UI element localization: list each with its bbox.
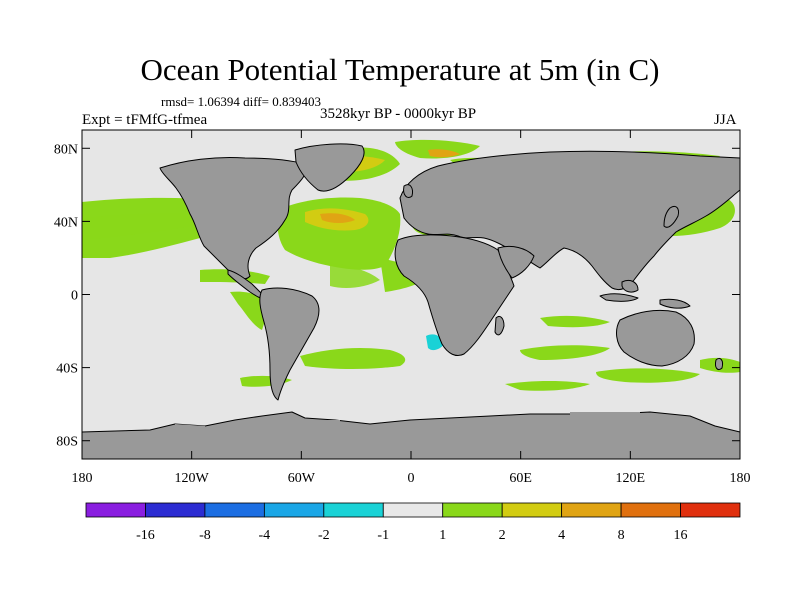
colorbar-label: -1: [377, 528, 389, 543]
lon-tick-label: 60W: [288, 471, 316, 486]
colorbar-swatch: [263, 502, 325, 518]
colorbar-label: 2: [499, 528, 506, 543]
north-america: [159, 157, 307, 280]
colorbar-swatch: [204, 502, 265, 518]
map-title: Ocean Potential Temperature at 5m (in C): [140, 52, 660, 87]
africa: [394, 234, 515, 357]
land-masses: [81, 143, 741, 460]
colorbar: -16 -8 -4 -2 -1 1 2 4 8 16: [85, 502, 741, 543]
lat-tick-label: 40S: [56, 362, 78, 377]
ice-shelves: [175, 412, 640, 432]
colorbar-label: -16: [136, 528, 155, 543]
lat-tick-label: 80N: [54, 142, 78, 157]
lat-tick-label: 40N: [54, 215, 78, 230]
stats-text: rmsd= 1.06394 diff= 0.839403: [161, 94, 321, 109]
map-panel: 80N 40N 0 40S 80S 180 120W 60W 0 60E 120E 180: [54, 129, 751, 486]
arabia: [497, 245, 535, 279]
colorbar-label: 8: [618, 528, 625, 543]
colorbar-label: -8: [199, 528, 211, 543]
colorbar-label: -2: [318, 528, 330, 543]
lat-tick-label: 0: [71, 289, 78, 304]
experiment-label: Expt = tFMfG-tfmea: [82, 112, 208, 128]
colorbar-swatch: [323, 502, 384, 518]
greenland: [294, 143, 365, 192]
borneo: [621, 279, 639, 293]
colorbar-label: 4: [558, 528, 565, 543]
colorbar-swatch: [382, 502, 444, 518]
colorbar-swatch: [85, 502, 146, 518]
colorbar-swatch: [680, 502, 741, 518]
colorbar-label: 16: [674, 528, 688, 543]
lon-tick-label: 120W: [175, 471, 210, 486]
colorbar-swatch: [620, 502, 681, 518]
colorbar-swatch: [501, 502, 563, 518]
colorbar-label: 1: [439, 528, 446, 543]
lon-tick-label: 180: [72, 471, 93, 486]
antarctica: [81, 411, 741, 460]
british-isles: [403, 184, 413, 199]
eurasia: [399, 150, 741, 291]
lon-tick-label: 120E: [616, 471, 646, 486]
madagascar: [494, 315, 505, 336]
new-guinea: [659, 298, 691, 309]
season-label: JJA: [714, 112, 737, 128]
indonesia: [599, 293, 639, 302]
colorbar-label: -4: [259, 528, 271, 543]
colorbar-swatch: [442, 502, 503, 518]
japan: [663, 205, 679, 228]
axis-ticks: 80N 40N 0 40S 80S 180 120W 60W 0 60E 120E 180: [54, 130, 751, 486]
colorbar-swatch: [145, 502, 206, 518]
colorbar-swatch: [561, 502, 622, 518]
new-zealand: [715, 357, 723, 371]
south-america: [259, 287, 320, 401]
lon-tick-label: 0: [408, 471, 415, 486]
lat-tick-label: 80S: [56, 435, 78, 450]
australia: [616, 309, 695, 367]
lon-tick-label: 180: [730, 471, 751, 486]
lon-tick-label: 60E: [509, 471, 532, 486]
period-text: 3528kyr BP - 0000kyr BP: [320, 106, 477, 122]
